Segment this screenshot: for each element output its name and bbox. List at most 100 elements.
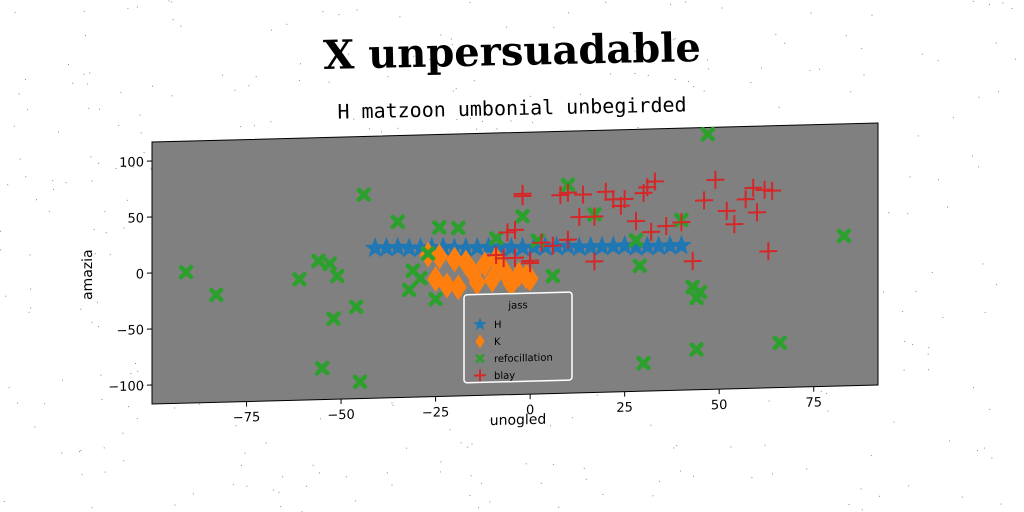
noise-dot: [91, 321, 93, 323]
noise-dot: [105, 232, 107, 234]
noise-dot: [888, 212, 890, 214]
noise-dot: [101, 398, 103, 400]
x-tick-label: −75: [233, 410, 260, 426]
point-blay: [759, 242, 778, 261]
noise-dot: [489, 419, 491, 421]
noise-dot: [122, 432, 124, 434]
point-blay: [642, 222, 661, 241]
noise-dot: [605, 1, 607, 3]
noise-dot: [368, 128, 370, 130]
noise-dot: [931, 272, 933, 273]
noise-dot: [476, 128, 478, 130]
noise-dot: [972, 155, 973, 157]
point-K: [446, 246, 463, 273]
point-blay: [763, 181, 782, 200]
point-blay: [513, 184, 532, 203]
point-H: [512, 236, 533, 257]
noise-dot: [470, 117, 471, 119]
noise-dot: [909, 176, 911, 178]
point-blay: [521, 254, 540, 273]
point-H: [432, 236, 454, 257]
noise-dot: [908, 485, 910, 487]
noise-dot: [192, 493, 194, 495]
noise-dot: [109, 254, 111, 256]
noise-dot: [451, 44, 453, 46]
noise-dot: [28, 311, 30, 313]
noise-dot: [904, 340, 906, 342]
noise-dot: [860, 488, 862, 490]
noise-dot: [972, 0, 974, 2]
point-K: [510, 261, 528, 288]
noise-dot: [670, 4, 672, 5]
point-refocillation: [356, 187, 371, 203]
noise-dot: [496, 128, 498, 130]
point-blay: [532, 233, 551, 252]
point-blay: [498, 223, 517, 242]
noise-dot: [130, 373, 132, 374]
x-tick-label: 0: [526, 403, 534, 418]
noise-dot: [406, 447, 408, 449]
point-refocillation: [209, 287, 224, 303]
noise-dot: [100, 374, 102, 376]
noise-dot: [3, 501, 5, 502]
y-tick-label: −100: [108, 379, 144, 395]
point-refocillation: [314, 360, 330, 376]
noise-dot: [552, 463, 554, 465]
noise-dot: [751, 477, 753, 478]
noise-dot: [820, 390, 822, 392]
noise-dot: [693, 86, 695, 88]
noise-dot: [52, 180, 54, 182]
noise-dot: [973, 387, 974, 389]
noise-dot: [978, 166, 980, 168]
noise-dot: [152, 85, 153, 87]
noise-dot: [246, 485, 248, 487]
noise-dot: [1015, 58, 1017, 60]
legend-title: jass: [507, 300, 527, 312]
noise-dot: [81, 474, 83, 476]
noise-dot: [707, 59, 709, 61]
noise-dot: [449, 429, 451, 431]
noise-dot: [674, 78, 676, 80]
noise-dot: [827, 410, 829, 412]
point-K: [449, 274, 467, 301]
noise-dot: [265, 442, 267, 444]
noise-dot: [983, 447, 985, 449]
point-blay: [543, 236, 562, 255]
noise-dot: [947, 206, 948, 208]
point-blay: [585, 207, 604, 226]
point-H: [614, 235, 636, 256]
point-blay: [558, 230, 577, 249]
noise-dot: [244, 452, 246, 454]
noise-dot: [143, 384, 145, 386]
point-blay: [596, 182, 615, 201]
noise-dot: [942, 317, 944, 319]
noise-dot: [658, 480, 660, 482]
point-refocillation: [292, 271, 307, 287]
point-blay: [506, 248, 524, 267]
noise-dot: [861, 509, 863, 511]
noise-dot: [937, 60, 939, 61]
noise-dot: [103, 447, 105, 449]
point-K: [483, 266, 501, 293]
noise-dot: [639, 44, 640, 46]
noise-dot: [348, 53, 350, 55]
noise-dot: [137, 370, 139, 372]
noise-dot: [784, 42, 786, 44]
noise-dot: [389, 46, 391, 48]
noise-dot: [553, 26, 555, 28]
noise-dot: [104, 211, 106, 213]
noise-dot: [532, 122, 534, 124]
noise-dot: [83, 73, 85, 75]
noise-dot: [505, 26, 507, 28]
noise-dot: [510, 120, 512, 122]
noise-dot: [30, 307, 32, 309]
point-H: [455, 237, 477, 258]
noise-dot: [88, 107, 90, 109]
noise-dot: [439, 471, 441, 473]
point-refocillation: [836, 228, 852, 244]
noise-dot: [652, 495, 654, 497]
noise-dot: [7, 184, 9, 186]
noise-dot: [273, 489, 275, 491]
noise-dot: [1000, 503, 1002, 505]
noise-dot: [118, 124, 120, 126]
